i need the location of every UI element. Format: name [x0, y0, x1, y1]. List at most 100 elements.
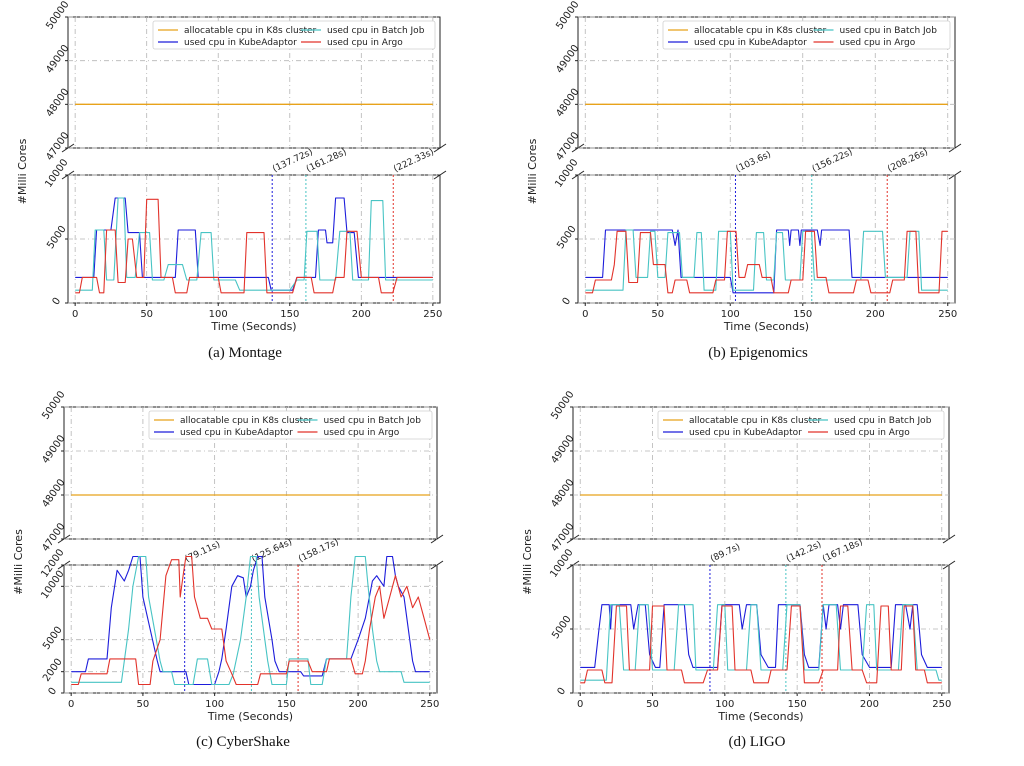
x-tick-label: 150 [793, 309, 812, 320]
x-axis-label: Time (Seconds) [210, 320, 296, 333]
completion-time-label: (103.6s) [735, 150, 773, 175]
top-y-tick-label: 47000 [40, 521, 67, 553]
bottom-y-tick-label: 2000 [41, 657, 65, 684]
y-axis-label: #Milli Cores [12, 529, 25, 595]
x-tick-label: 250 [423, 309, 442, 320]
bottom-y-tick-label: 10000 [553, 157, 580, 189]
bottom-y-tick-label: 5000 [550, 614, 574, 641]
bottom-y-tick-label: 10000 [548, 547, 575, 579]
legend-label: used cpu in Argo [327, 38, 403, 48]
x-tick-label: 200 [866, 309, 885, 320]
subfigure-caption: (a) Montage [208, 345, 282, 361]
legend: allocatable cpu in K8s cluster used cpu i… [662, 20, 951, 50]
x-tick-label: 0 [577, 699, 583, 710]
chart-panel-1: 0 50 100 150 200 250 47000 48000 49000 50000 0 5000… [16, 0, 447, 361]
y-axis-label: #Milli Cores [16, 138, 29, 204]
top-y-tick-label: 48000 [40, 477, 67, 509]
x-axis-label: Time (Seconds) [723, 320, 809, 333]
bottom-y-tick-label: 5000 [45, 224, 69, 251]
series-line-argo [75, 198, 433, 294]
completion-time-label: (89.7s) [709, 542, 742, 564]
series-line-batch-job [71, 555, 430, 686]
subfigure-caption: (b) Epigenomics [708, 345, 808, 361]
completion-time-label: (167.18s) [821, 537, 864, 564]
legend: allocatable cpu in K8s cluster used cpu i… [657, 410, 945, 440]
bottom-y-tick-label: 10000 [43, 157, 70, 189]
bottom-y-tick-label: 5000 [41, 625, 65, 652]
legend-label: used cpu in Batch Job [840, 26, 938, 36]
legend-label: used cpu in Batch Job [327, 26, 425, 36]
legend-label: allocatable cpu in K8s cluster [689, 416, 822, 426]
series-line-kubeadaptor [71, 555, 430, 686]
legend-label: allocatable cpu in K8s cluster [184, 26, 317, 36]
x-tick-label: 0 [72, 309, 78, 320]
x-tick-label: 250 [938, 309, 957, 320]
series-line-batch-job [580, 604, 942, 681]
top-y-tick-label: 48000 [44, 87, 71, 119]
legend: allocatable cpu in K8s cluster used cpu i… [152, 20, 436, 50]
legend-label: used cpu in Batch Job [834, 416, 932, 426]
completion-time-label: (156.22s) [811, 147, 854, 174]
top-y-tick-label: 50000 [549, 389, 576, 421]
x-tick-label: 50 [646, 699, 659, 710]
x-tick-label: 250 [420, 699, 439, 710]
top-y-tick-label: 47000 [554, 130, 581, 162]
legend-label: used cpu in Argo [834, 428, 910, 438]
subfigure-caption: (d) LIGO [728, 734, 785, 750]
completion-time-label: (222.33s) [392, 147, 435, 174]
legend-box [148, 410, 433, 440]
chart-panel-3: 0 50 100 150 200 250 47000 48000 49000 50000 0 2000… [12, 389, 444, 750]
legend-box [657, 410, 945, 440]
legend-label: allocatable cpu in K8s cluster [180, 416, 313, 426]
x-tick-label: 250 [932, 699, 951, 710]
top-y-tick-label: 50000 [40, 389, 67, 421]
x-tick-label: 200 [352, 309, 371, 320]
top-y-tick-label: 47000 [549, 521, 576, 553]
series-line-kubeadaptor [585, 229, 948, 294]
bottom-y-tick-label: 0 [561, 296, 574, 308]
x-tick-label: 100 [205, 699, 224, 710]
legend-label: used cpu in KubeAdaptor [689, 428, 802, 438]
top-y-tick-label: 48000 [554, 87, 581, 119]
top-y-tick-label: 47000 [44, 130, 71, 162]
completion-time-label: (142.2s) [785, 540, 823, 565]
bottom-y-tick-label: 0 [47, 686, 60, 698]
x-tick-label: 100 [209, 309, 228, 320]
series-line-argo [585, 230, 948, 294]
x-tick-label: 200 [860, 699, 879, 710]
chart-panel-2: 0 50 100 150 200 250 47000 48000 49000 50000 0 5000… [526, 0, 962, 361]
axis-break-mark [433, 170, 447, 180]
top-y-tick-label: 49000 [549, 433, 576, 465]
top-y-tick-label: 50000 [554, 0, 581, 32]
series-line-argo [580, 605, 942, 684]
legend-label: used cpu in KubeAdaptor [694, 38, 807, 48]
axis-break-mark [433, 143, 447, 153]
x-tick-label: 100 [715, 699, 734, 710]
bottom-y-tick-label: 5000 [555, 224, 579, 251]
x-tick-label: 50 [137, 699, 150, 710]
completion-time-label: (208.26s) [886, 147, 929, 174]
bottom-y-tick-label: 0 [51, 296, 64, 308]
chart-panel-4: 0 50 100 150 200 250 47000 48000 49000 50000 0 5000… [521, 389, 956, 750]
legend-label: allocatable cpu in K8s cluster [694, 26, 827, 36]
x-tick-label: 150 [280, 309, 299, 320]
x-tick-label: 50 [140, 309, 153, 320]
legend-box [152, 20, 436, 50]
legend-box [662, 20, 951, 50]
legend-label: used cpu in KubeAdaptor [184, 38, 297, 48]
series-line-kubeadaptor [580, 604, 942, 668]
y-axis-label: #Milli Cores [521, 529, 534, 595]
x-tick-label: 0 [68, 699, 74, 710]
x-axis-label: Time (Seconds) [717, 710, 803, 723]
x-tick-label: 0 [582, 309, 588, 320]
legend: allocatable cpu in K8s cluster used cpu i… [148, 410, 433, 440]
series-line-argo [71, 555, 431, 686]
x-axis-label: Time (Seconds) [207, 710, 293, 723]
legend-label: used cpu in Batch Job [324, 416, 422, 426]
completion-time-label: (158.17s) [297, 537, 340, 564]
series-line-batch-job [585, 229, 948, 291]
top-y-tick-label: 48000 [549, 477, 576, 509]
top-y-tick-label: 49000 [554, 43, 581, 75]
top-y-tick-label: 49000 [44, 43, 71, 75]
